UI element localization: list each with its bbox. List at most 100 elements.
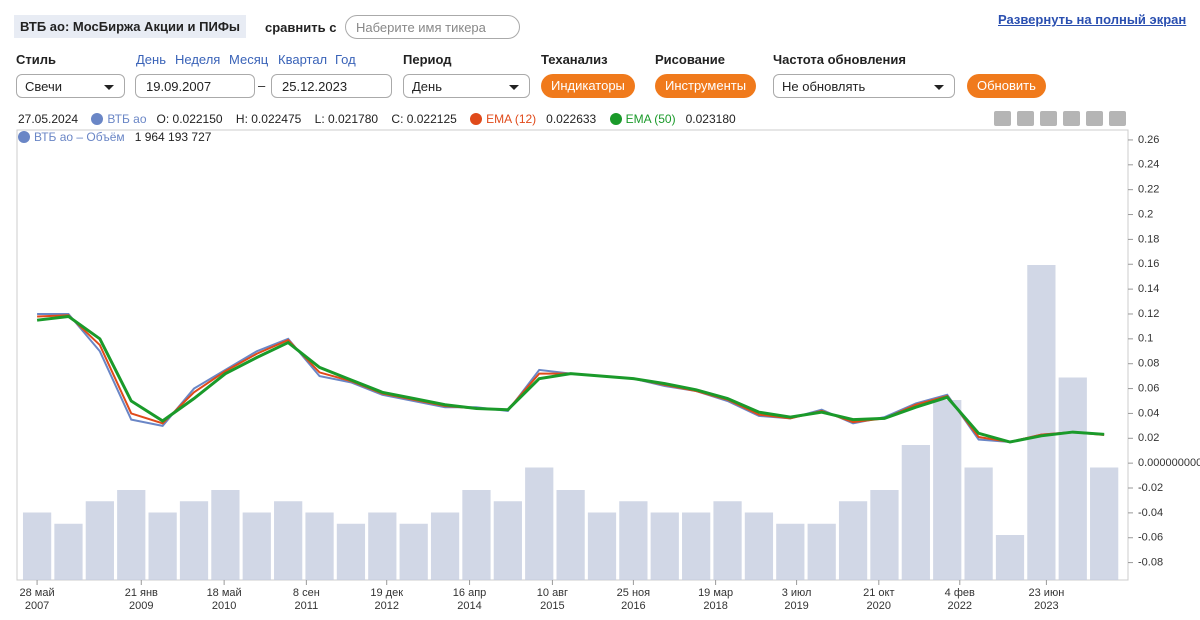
volume-bar (462, 490, 491, 580)
ta-label: Теханализ (541, 52, 608, 67)
legend-high: H: 0.022475 (235, 112, 302, 126)
y-tick-label: 0.22 (1138, 184, 1159, 196)
y-tick-label: 0.000000000 (1138, 457, 1200, 469)
x-tick-label: 21 янв 2009 (124, 587, 158, 612)
legend-swatch (470, 113, 483, 125)
volume-bar (713, 501, 742, 580)
range-link[interactable]: Месяц (229, 52, 269, 67)
x-tick-label: 21 окт 2020 (863, 587, 895, 612)
toolbar-icon[interactable] (994, 111, 1011, 126)
volume-bar (399, 523, 428, 580)
draw-label: Рисование (655, 52, 725, 67)
y-tick-label: -0.08 (1138, 557, 1163, 569)
legend-volume: 1 964 193 727 (134, 130, 212, 144)
x-tick-label: 25 ноя 2016 (616, 587, 651, 612)
x-tick-label: 4 фев 2022 (944, 587, 975, 612)
volume-bar (901, 445, 930, 580)
volume-bar (682, 512, 711, 580)
volume-bar (838, 501, 868, 580)
legend-row: 27.05.2024 ВТБ ао O: 0.022150 H: 0.02247… (18, 112, 736, 126)
legend-row: ВТБ ао – Объём 1 964 193 727 (18, 130, 211, 144)
ticker-title: ВТБ ао: МосБиржа Акции и ПИФы (14, 15, 247, 38)
legend-close: C: 0.022125 (391, 112, 457, 126)
legend-swatch (609, 113, 622, 125)
y-tick-label: 0.16 (1138, 258, 1159, 270)
y-tick-label: 0.2 (1138, 208, 1153, 220)
range-link[interactable]: День (136, 52, 166, 67)
volume-bar (807, 523, 836, 580)
x-tick-label: 8 сен 2011 (292, 587, 320, 612)
volume-bar (587, 512, 617, 580)
fullscreen-link[interactable]: Развернуть на полный экран (998, 12, 1187, 27)
volume-bar (179, 501, 209, 580)
x-tick-label: 23 июн 2023 (1028, 587, 1065, 612)
refresh-button[interactable]: Обновить (967, 74, 1046, 98)
volume-bar (870, 490, 899, 580)
y-tick-label: 0.06 (1138, 382, 1159, 394)
tools-button[interactable]: Инструменты (655, 74, 757, 98)
refresh-label: Частота обновления (773, 52, 906, 67)
compare-label: сравнить с (265, 20, 337, 35)
x-tick-label: 3 июл 2019 (781, 587, 812, 612)
y-tick-label: 0.26 (1138, 134, 1159, 146)
x-tick-label: 18 май 2010 (206, 587, 242, 612)
volume-bar (1090, 467, 1119, 580)
date-to[interactable]: 25.12.2023 (271, 74, 392, 98)
y-tick-label: 0.1 (1138, 333, 1153, 345)
volume-bar (995, 535, 1025, 580)
toolbar-icon[interactable] (1063, 111, 1080, 126)
volume-bar (22, 512, 52, 580)
style-select[interactable]: Свечи (16, 74, 125, 98)
y-tick-label: -0.02 (1138, 482, 1163, 494)
volume-bar (776, 523, 805, 580)
y-tick-label: 0.18 (1138, 233, 1159, 245)
y-tick-label: 0.08 (1138, 358, 1159, 370)
legend-swatch (18, 131, 30, 143)
y-tick-label: -0.06 (1138, 532, 1163, 544)
style-label: Стиль (16, 52, 56, 67)
volume-bar (744, 512, 774, 580)
indicators-button[interactable]: Индикаторы (541, 74, 635, 98)
price-line (36, 314, 1105, 444)
toolbar-icon[interactable] (1040, 111, 1057, 126)
legend-entry: ВТБ ао – Объём (34, 130, 125, 144)
toolbar-icon[interactable] (1017, 111, 1034, 126)
legend-low: L: 0.021780 (314, 112, 379, 126)
y-tick-label: 0.24 (1138, 159, 1159, 171)
toolbar-icon[interactable] (1109, 111, 1126, 126)
period-select[interactable]: День (403, 74, 530, 98)
plot-frame (16, 129, 1129, 581)
date-from[interactable]: 19.09.2007 (135, 74, 255, 98)
volume-bar (964, 467, 993, 580)
range-link[interactable]: Неделя (175, 52, 221, 67)
range-link[interactable]: Год (335, 52, 356, 67)
volume-bar (619, 501, 648, 580)
legend-date: 27.05.2024 (18, 112, 79, 126)
refresh-select[interactable]: Не обновлять (773, 74, 955, 98)
legend-entry: EMA (50) (625, 112, 676, 126)
volume-bar (556, 490, 585, 580)
volume-bar (933, 400, 962, 580)
x-tick-label: 16 апр 2014 (452, 587, 487, 612)
period-label: Период (403, 52, 452, 67)
compare-input[interactable]: Наберите имя тикера (345, 15, 520, 39)
volume-bar (211, 490, 240, 580)
legend-swatch (91, 113, 104, 125)
x-tick-label: 19 дек 2012 (370, 587, 404, 612)
volume-bar (54, 523, 83, 580)
range-link[interactable]: Квартал (278, 52, 328, 67)
x-tick-label: 10 авг 2015 (536, 587, 569, 612)
toolbar-icon[interactable] (1086, 111, 1103, 126)
y-tick-label: 0.04 (1138, 407, 1159, 419)
volume-bar (117, 490, 146, 580)
volume-bar (493, 501, 522, 580)
price-line (37, 314, 1105, 444)
y-tick-label: -0.04 (1138, 507, 1163, 519)
volume-bar (336, 523, 366, 580)
y-tick-label: 0.12 (1138, 308, 1159, 320)
volume-bar (242, 512, 271, 580)
volume-bar (274, 501, 303, 580)
volume-bar (148, 512, 177, 580)
volume-bar (1058, 377, 1087, 580)
